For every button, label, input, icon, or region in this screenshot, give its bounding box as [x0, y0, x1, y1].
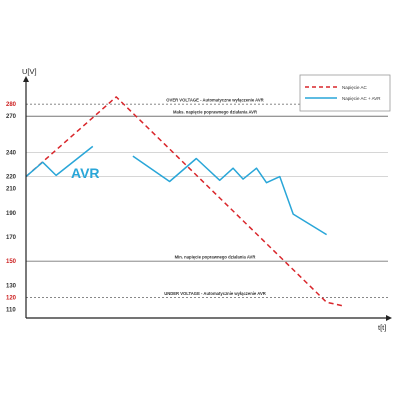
reference-label-150: Min. napięcie poprawnego działania AVR	[175, 255, 256, 260]
y-tick-270: 270	[6, 114, 17, 120]
legend-box	[299, 74, 391, 112]
y-tick-110: 110	[6, 308, 16, 314]
avr-annotation: AVR	[71, 165, 100, 181]
reference-label-120: UNDER VOLTAGE - Automatycznie wyłączenie…	[164, 291, 266, 296]
x-axis-arrow	[386, 315, 392, 321]
series-layer	[25, 96, 344, 307]
y-tick-120: 120	[6, 295, 17, 301]
y-tick-220: 220	[6, 175, 17, 181]
y-tick-150: 150	[6, 259, 17, 265]
y-tick-280: 280	[6, 102, 17, 108]
y-tick-130: 130	[6, 283, 17, 289]
legend: Napięcie AC Napięcie AC + AVR	[299, 74, 391, 112]
reference-lines: OVER VOLTAGE - Automatyczne wyłączenie A…	[26, 98, 388, 298]
y-tick-240: 240	[6, 150, 17, 156]
legend-label-avr: Napięcie AC + AVR	[342, 96, 381, 101]
series-1-line-0	[25, 145, 94, 178]
y-tick-labels: 280 270 240 220 210 190 170 150 130 120 110	[6, 102, 17, 313]
series-0-line-0	[25, 96, 344, 307]
x-axis-label: t[t]	[378, 323, 386, 332]
grid-layer	[26, 152, 388, 178]
reference-label-280: OVER VOLTAGE - Automatyczne wyłączenie A…	[166, 98, 263, 103]
y-tick-210: 210	[6, 187, 17, 193]
y-axis-arrow	[23, 76, 29, 82]
legend-label-ac: Napięcie AC	[342, 85, 368, 90]
series-1-line-1	[132, 155, 327, 236]
y-tick-170: 170	[6, 235, 17, 241]
y-tick-190: 190	[6, 211, 17, 217]
reference-label-270: Maks. napięcie poprawnego działania AVR	[173, 110, 257, 115]
y-axis-label: U[V]	[22, 67, 37, 76]
